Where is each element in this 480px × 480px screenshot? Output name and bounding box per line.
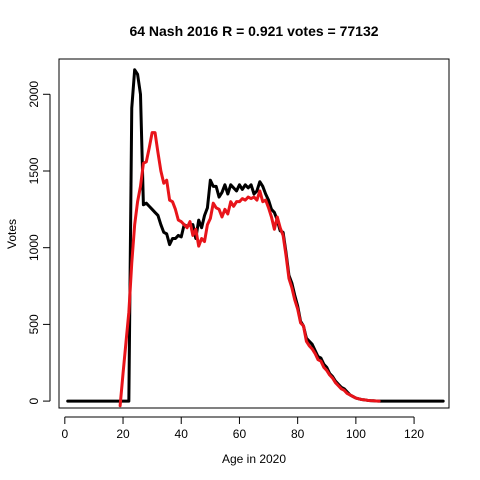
y-tick-label: 1500: [27, 157, 41, 184]
x-tick-label: 20: [116, 427, 130, 441]
x-tick-label: 100: [346, 427, 366, 441]
x-axis: 0 20 40 60 80 100 120: [61, 416, 424, 441]
x-tick-label: 120: [404, 427, 424, 441]
series-layer: [66, 68, 445, 408]
x-tick-label: 40: [175, 427, 189, 441]
plot-frame: [58, 58, 450, 409]
series-line-red: [118, 131, 381, 408]
y-tick-label: 0: [27, 397, 41, 404]
y-axis: 0 500 1000 1500 2000: [27, 81, 51, 404]
y-axis-label: Votes: [5, 219, 19, 249]
y-tick-label: 2000: [27, 81, 41, 108]
y-tick-label: 500: [27, 314, 41, 334]
x-tick-label: 80: [291, 427, 305, 441]
x-axis-label: Age in 2020: [222, 452, 286, 466]
x-tick-label: 0: [61, 427, 68, 441]
y-tick-label: 1000: [27, 234, 41, 261]
x-tick-label: 60: [233, 427, 247, 441]
chart-title: 64 Nash 2016 R = 0.921 votes = 77132: [129, 23, 378, 39]
